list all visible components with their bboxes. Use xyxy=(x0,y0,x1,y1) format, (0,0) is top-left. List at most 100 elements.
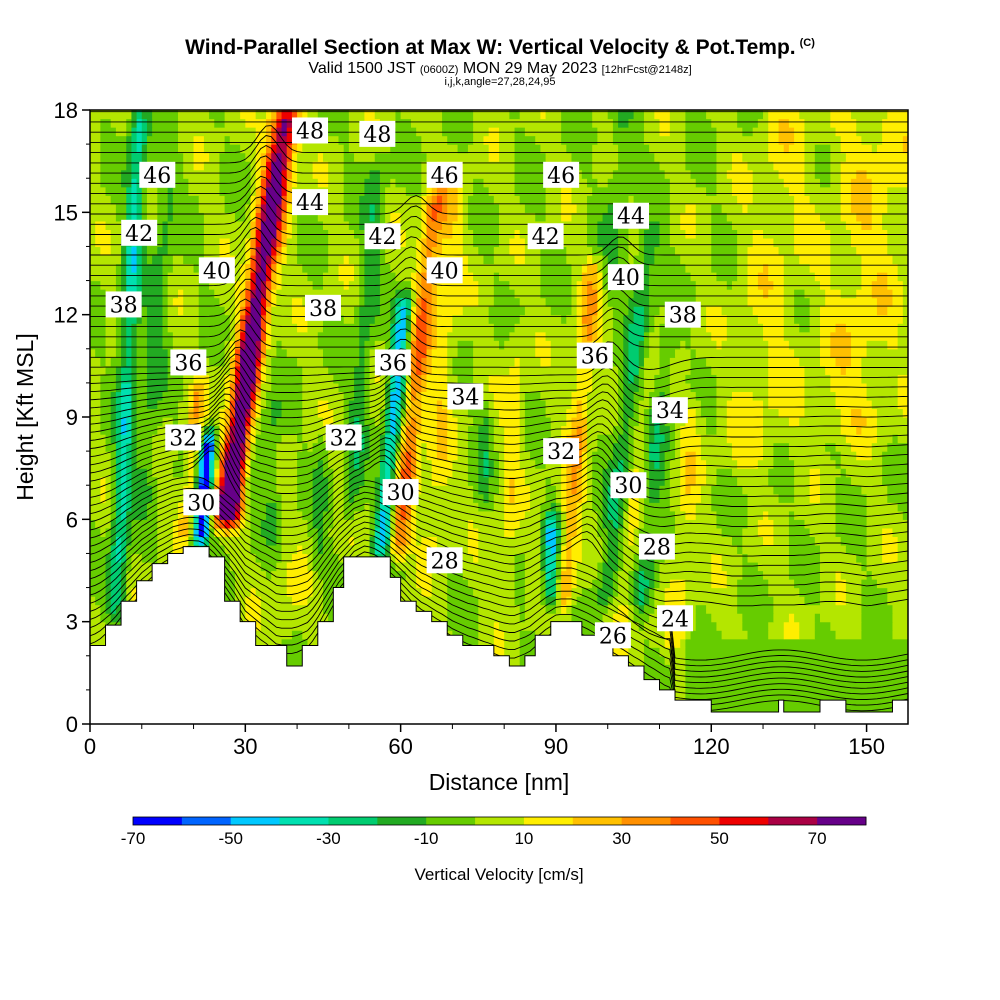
w-cell xyxy=(819,579,837,589)
w-cell xyxy=(592,118,614,128)
theta-contour xyxy=(90,226,908,256)
w-cell xyxy=(172,195,200,205)
w-cell xyxy=(716,399,728,410)
w-cell xyxy=(421,391,454,401)
w-cell xyxy=(364,246,381,256)
w-cell xyxy=(90,527,101,537)
w-cell xyxy=(136,323,148,333)
w-cell xyxy=(478,459,485,469)
w-cell xyxy=(478,596,516,606)
w-cell xyxy=(172,544,189,555)
theta-contour xyxy=(90,428,908,509)
w-cell xyxy=(706,323,728,333)
w-cell xyxy=(260,237,272,248)
w-cell xyxy=(643,229,661,239)
w-cell xyxy=(188,510,195,520)
w-cell xyxy=(747,519,759,529)
w-cell xyxy=(882,544,899,555)
w-cell xyxy=(188,468,195,478)
w-cell xyxy=(773,519,790,529)
w-cell xyxy=(861,604,894,614)
w-cell xyxy=(887,587,908,597)
w-cell xyxy=(581,434,588,444)
w-cell xyxy=(131,195,138,205)
w-cell xyxy=(90,237,96,248)
w-cell xyxy=(866,348,908,358)
w-cell xyxy=(291,630,303,640)
w-cell xyxy=(172,178,189,188)
w-cell xyxy=(421,357,428,367)
w-cell xyxy=(457,195,464,205)
w-cell xyxy=(804,399,837,410)
w-cell xyxy=(198,510,205,520)
w-cell xyxy=(343,314,355,324)
w-cell xyxy=(669,391,697,401)
w-cell xyxy=(695,408,702,418)
w-cell xyxy=(587,417,619,427)
w-cell xyxy=(851,442,873,452)
w-cell xyxy=(628,323,645,333)
w-cell xyxy=(209,152,221,162)
w-cell xyxy=(410,391,417,401)
w-cell xyxy=(322,272,340,282)
w-cell xyxy=(690,323,707,333)
w-cell xyxy=(328,527,371,537)
w-cell xyxy=(131,425,138,435)
w-cell xyxy=(685,672,908,682)
w-cell xyxy=(354,229,365,239)
w-cell xyxy=(110,391,117,401)
w-cell xyxy=(664,169,692,179)
w-cell xyxy=(322,357,360,367)
theta-contour xyxy=(90,545,908,695)
w-cell xyxy=(768,630,785,640)
theta-contour xyxy=(90,166,908,195)
w-cell xyxy=(255,220,262,230)
w-cell xyxy=(690,272,718,282)
contour-label-box xyxy=(651,397,688,424)
w-cell xyxy=(597,178,609,188)
w-cell xyxy=(90,596,96,606)
w-cell xyxy=(478,536,542,546)
w-cell xyxy=(250,434,257,444)
w-cell xyxy=(680,459,686,469)
w-cell xyxy=(193,135,205,145)
w-cell xyxy=(540,391,573,401)
w-cell xyxy=(105,323,117,333)
w-cell xyxy=(395,417,402,427)
w-cell xyxy=(457,144,469,154)
w-cell xyxy=(219,246,231,256)
w-cell xyxy=(431,280,438,290)
w-cell xyxy=(421,263,428,273)
w-cell xyxy=(716,425,728,435)
w-cell xyxy=(115,127,127,137)
w-cell xyxy=(643,417,650,427)
w-cell xyxy=(291,161,298,171)
w-cell xyxy=(700,434,728,444)
w-cell xyxy=(592,110,609,120)
contour-label-text: 42 xyxy=(532,225,560,250)
w-cell xyxy=(224,348,231,358)
w-cell xyxy=(695,476,707,486)
w-cell xyxy=(566,468,573,478)
w-cell xyxy=(830,169,842,179)
w-cell xyxy=(669,186,707,196)
w-cell xyxy=(234,348,241,358)
w-cell xyxy=(752,186,790,196)
w-cell xyxy=(431,365,448,375)
w-cell xyxy=(178,306,184,316)
w-cell xyxy=(183,306,200,316)
w-cell xyxy=(669,110,686,120)
w-cell xyxy=(136,365,148,375)
w-cell xyxy=(297,212,319,222)
w-cell xyxy=(146,186,158,196)
w-cell xyxy=(592,246,604,256)
w-cell xyxy=(447,331,495,341)
contour-label-box xyxy=(607,264,644,291)
w-cell xyxy=(581,399,588,410)
w-cell xyxy=(141,135,148,145)
w-cell xyxy=(597,280,604,290)
w-cell xyxy=(328,459,345,469)
w-cell xyxy=(426,297,433,307)
w-cell xyxy=(887,186,908,196)
w-cell xyxy=(576,374,593,384)
